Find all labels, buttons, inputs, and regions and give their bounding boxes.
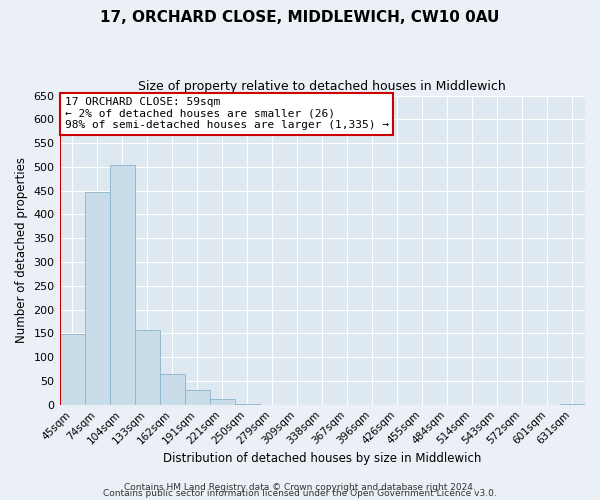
Bar [160,374,185,404]
Bar [110,164,134,404]
Text: 17, ORCHARD CLOSE, MIDDLEWICH, CW10 0AU: 17, ORCHARD CLOSE, MIDDLEWICH, CW10 0AU [100,10,500,25]
Bar [134,330,160,404]
Text: Contains public sector information licensed under the Open Government Licence v3: Contains public sector information licen… [103,490,497,498]
Text: 17 ORCHARD CLOSE: 59sqm
← 2% of detached houses are smaller (26)
98% of semi-det: 17 ORCHARD CLOSE: 59sqm ← 2% of detached… [65,97,389,130]
Y-axis label: Number of detached properties: Number of detached properties [15,157,28,343]
X-axis label: Distribution of detached houses by size in Middlewich: Distribution of detached houses by size … [163,452,481,465]
Bar [185,390,209,404]
Bar [209,399,235,404]
Bar [59,334,85,404]
Text: Contains HM Land Registry data © Crown copyright and database right 2024.: Contains HM Land Registry data © Crown c… [124,484,476,492]
Title: Size of property relative to detached houses in Middlewich: Size of property relative to detached ho… [139,80,506,93]
Bar [85,192,110,404]
